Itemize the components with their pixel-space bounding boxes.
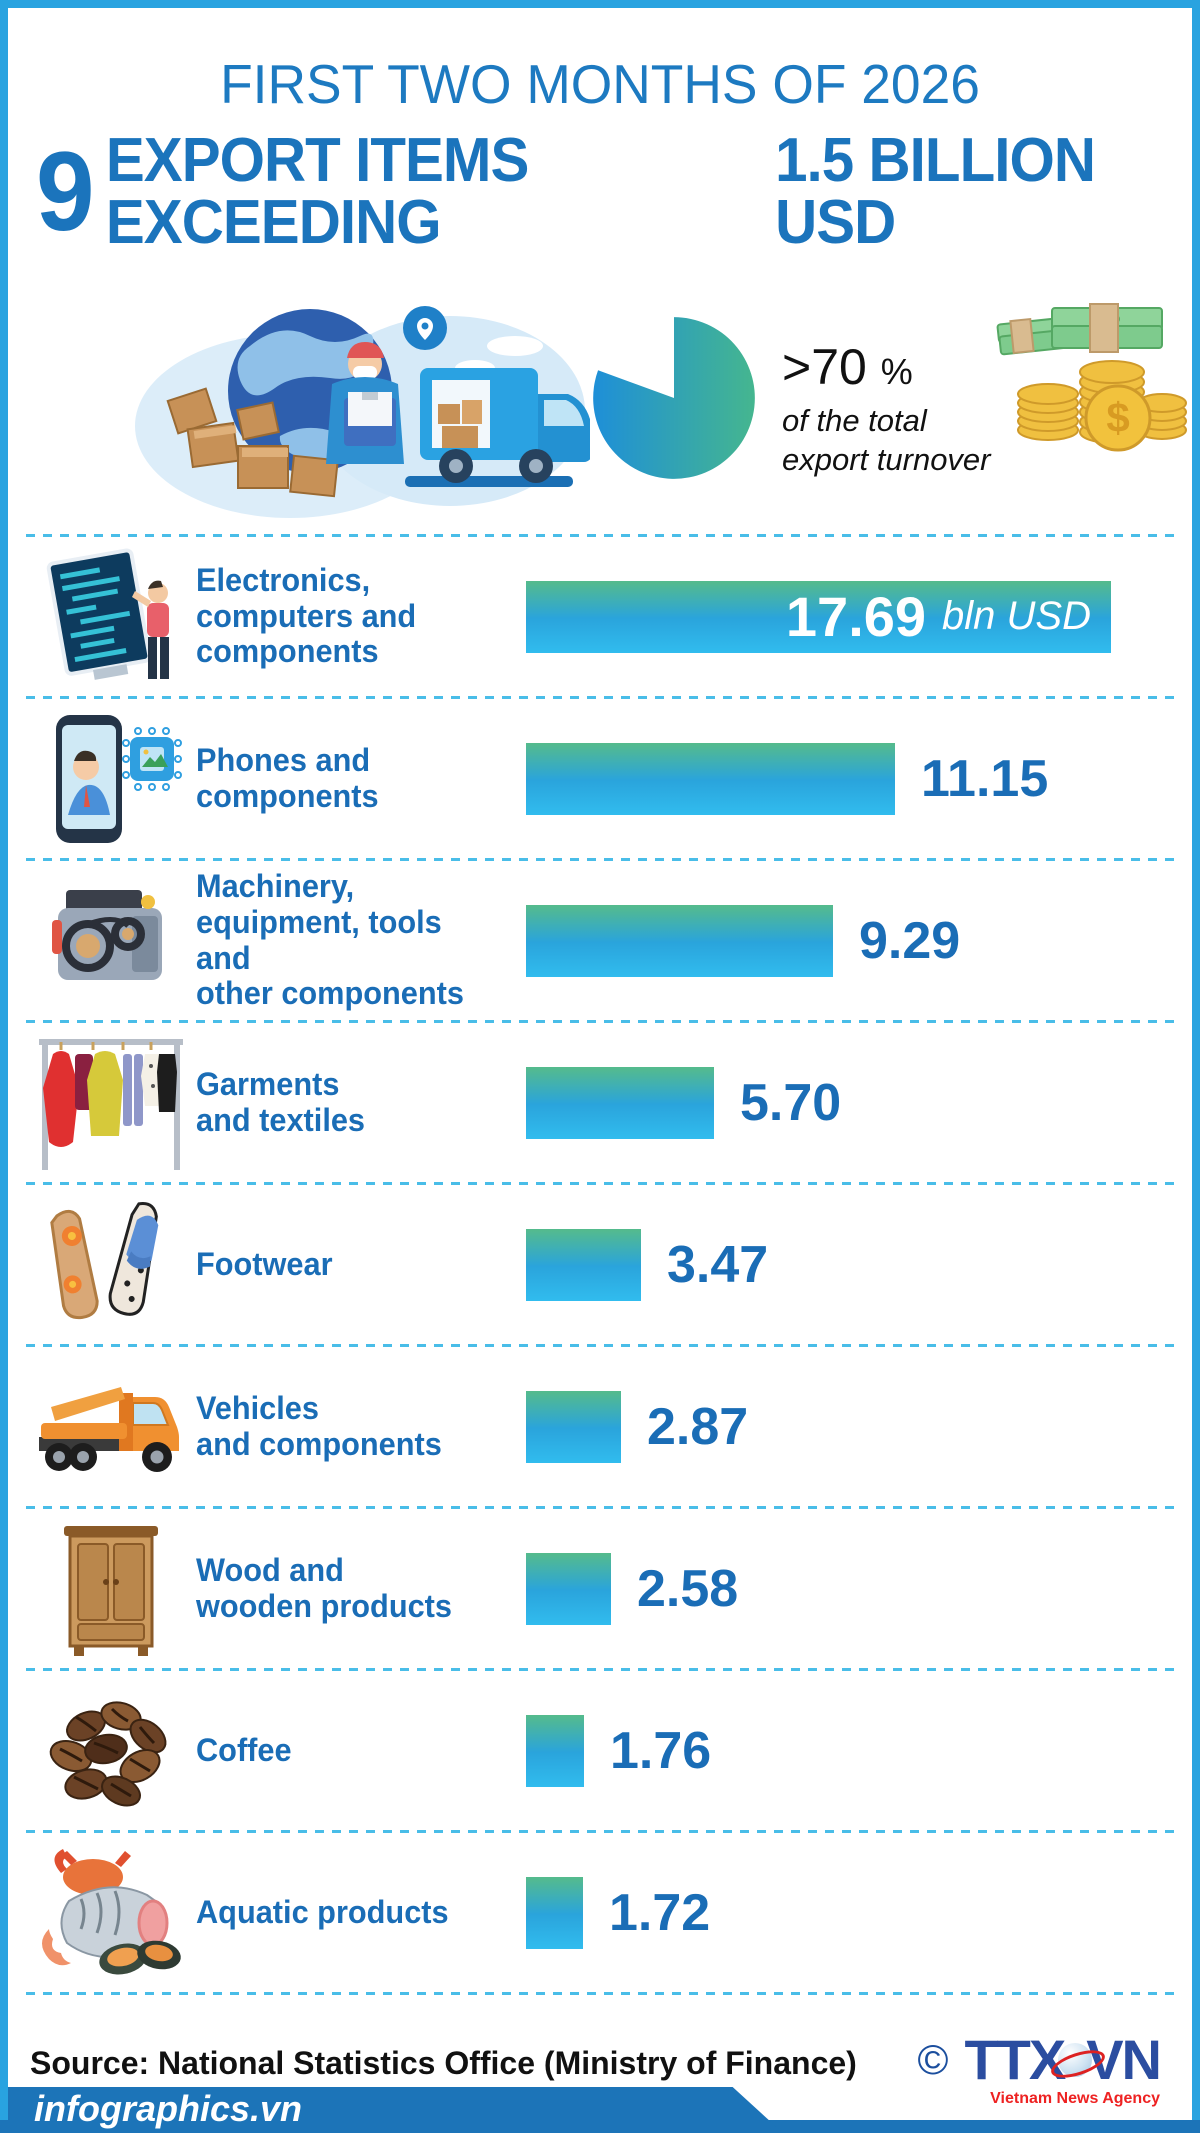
electronics-icon <box>26 547 196 687</box>
table-row: Machinery, equipment, tools and other co… <box>26 861 1174 1020</box>
frame-top <box>0 0 1200 8</box>
logo-text-right: VN <box>1086 2028 1162 2091</box>
bar-value: 2.58 <box>637 1559 739 1618</box>
frame-right <box>1192 0 1200 2133</box>
row-label: Electronics, computers and components <box>196 561 417 670</box>
garments-icon: Garments and textiles 5.70 <box>26 1023 1174 1182</box>
bar <box>526 1876 583 1949</box>
fish <box>60 1885 169 1958</box>
bar-unit: bln USD <box>942 594 1091 638</box>
aquatic-icon <box>26 1843 196 1983</box>
bar <box>526 1390 621 1463</box>
table-row: Electronics, computers and components 17… <box>26 537 1174 696</box>
crab <box>54 1848 131 1895</box>
row-label: Aquatic products <box>196 1893 449 1930</box>
row-label: Coffee <box>196 1731 292 1768</box>
bar-value: 17.69 <box>785 585 927 648</box>
table-row: Footwear 3.47 <box>26 1185 1174 1344</box>
table-row: Phones and components 11.15 <box>26 699 1174 858</box>
row-label: Machinery, equipment, tools and other co… <box>196 867 464 1012</box>
mussels <box>99 1940 181 1974</box>
row-separator <box>26 1992 1174 1995</box>
hero-section: >70 % of the total export turnover <box>0 276 1200 528</box>
coffee-icon <box>26 1681 196 1821</box>
bar: 17.69 bln USD <box>526 580 1111 653</box>
row-separator <box>26 1830 1174 1833</box>
bar-value: 2.87 <box>647 1397 749 1456</box>
bar-value: 1.76 <box>610 1721 712 1780</box>
share-unit: % <box>880 351 913 392</box>
bar <box>526 1066 714 1139</box>
phone-icon <box>26 709 196 849</box>
row-separator <box>26 696 1174 699</box>
row-label: Garments and textiles <box>196 1065 366 1138</box>
money-illustration: $ <box>996 303 1187 452</box>
headline-number: 9 <box>36 129 95 254</box>
table-row: Wood and wooden products 2.58 <box>26 1509 1174 1668</box>
row-separator <box>26 1020 1174 1023</box>
bar <box>526 1228 641 1301</box>
site-url[interactable]: infographics.vn <box>34 2088 303 2129</box>
agency-logo-block: © TTX VN Vietnam News Agency <box>917 2028 1162 2108</box>
table-row: Coffee 1.76 <box>26 1671 1174 1830</box>
row-separator <box>26 534 1174 537</box>
bar-value: 1.72 <box>609 1883 711 1942</box>
bar <box>526 742 895 815</box>
agency-name: Vietnam News Agency <box>990 2090 1160 2107</box>
bar-value: 9.29 <box>859 911 961 970</box>
headline-text: EXPORT ITEMS EXCEEDING <box>105 126 530 257</box>
bar <box>526 1552 611 1625</box>
vehicles-icon <box>26 1367 196 1487</box>
row-separator <box>26 1668 1174 1671</box>
person <box>132 580 169 679</box>
machinery-icon <box>26 876 196 1006</box>
delivery-truck <box>420 368 590 483</box>
pie-chart <box>593 317 755 479</box>
share-caption: of the total export turnover <box>782 403 991 477</box>
table-row: Aquatic products 1.72 <box>26 1833 1174 1992</box>
row-separator <box>26 1182 1174 1185</box>
row-separator <box>26 1344 1174 1347</box>
bar <box>526 1714 584 1787</box>
share-caption-block: >70 % of the total export turnover <box>782 338 991 480</box>
bar-value: 3.47 <box>667 1235 769 1294</box>
wood-icon <box>26 1516 196 1661</box>
row-separator <box>26 858 1174 861</box>
logo-text-left: TTX <box>964 2028 1066 2091</box>
location-pin-icon <box>403 306 447 350</box>
table-row: Vehicles and components 2.87 <box>26 1347 1174 1506</box>
row-label: Footwear <box>196 1245 333 1282</box>
global-shipping-illustration <box>135 306 590 518</box>
row-label: Vehicles and components <box>196 1389 442 1462</box>
source-note: Source: National Statistics Office (Mini… <box>30 2045 857 2081</box>
frame-left <box>0 0 8 2133</box>
row-separator <box>26 1506 1174 1509</box>
svg-text:$: $ <box>1106 394 1129 441</box>
headline-value: 1.5 BILLION USD <box>775 126 1096 257</box>
globe-icon <box>1048 2043 1109 2084</box>
bar <box>526 904 833 977</box>
share-value: >70 <box>782 339 867 395</box>
bar-value: 11.15 <box>921 749 1049 808</box>
row-label: Wood and wooden products <box>196 1551 452 1624</box>
headline: 9 EXPORT ITEMS EXCEEDING 1.5 BILLION USD <box>36 130 1164 254</box>
ttxvn-logo: TTX VN <box>964 2028 1162 2091</box>
bar-chart-rows: Electronics, computers and components 17… <box>26 534 1174 1995</box>
courier <box>326 342 404 464</box>
footer-band: infographics.vn <box>0 2087 1200 2133</box>
copyright-icon: © <box>917 2036 949 2083</box>
bar-value: 5.70 <box>740 1073 842 1132</box>
page-title: FIRST TWO MONTHS OF 2026 <box>220 53 980 115</box>
row-label: Phones and components <box>196 741 379 814</box>
footwear-icon <box>26 1195 196 1335</box>
site-banner: infographics.vn <box>8 2087 783 2133</box>
